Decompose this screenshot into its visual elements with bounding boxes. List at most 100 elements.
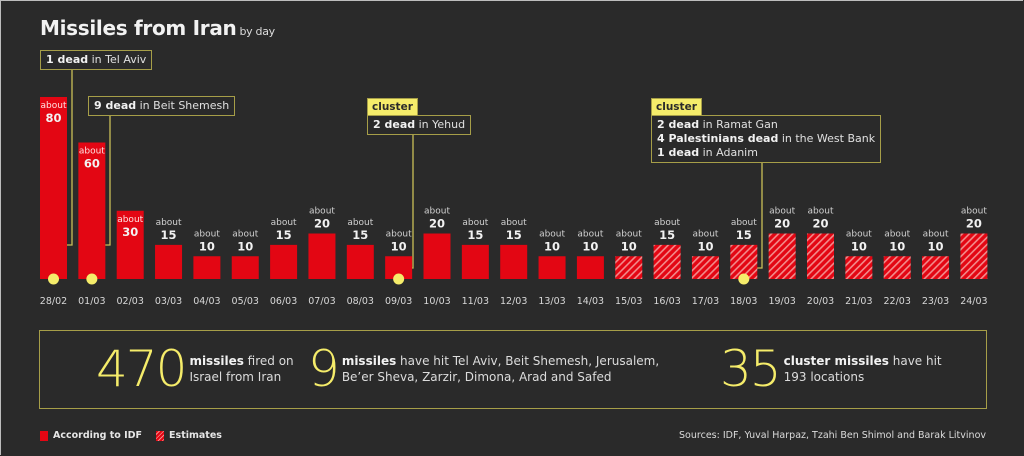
value-label: 10	[928, 239, 944, 253]
annotation-line: 1 dead in Adanim	[657, 146, 875, 160]
stat-cluster: 35 cluster missiles have hit 193 location…	[720, 341, 942, 397]
chart-title: Missiles from Iran by day	[40, 16, 275, 40]
legend-swatch-idf	[40, 430, 48, 441]
annotation-bold: 1 dead	[46, 53, 89, 66]
legend: According to IDF Estimates	[40, 430, 222, 441]
stat-rest: have hit Tel Aviv, Beit Shemesh, Jerusal…	[396, 354, 660, 368]
x-tick-label: 02/03	[117, 296, 144, 307]
x-tick-label: 01/03	[78, 296, 105, 307]
value-label: 15	[506, 228, 522, 242]
value-label: 10	[697, 239, 713, 253]
bar-23-03	[922, 256, 950, 279]
x-tick-label: 07/03	[308, 296, 335, 307]
legend-swatch-estimates	[156, 430, 165, 441]
bar-09-03	[385, 256, 413, 279]
stat-rest: fired on	[243, 354, 294, 368]
stat-number: 470	[96, 340, 187, 398]
value-label: 20	[774, 217, 790, 231]
value-label: 80	[45, 111, 61, 125]
stat-number: 9	[308, 340, 340, 398]
bar-08-03	[346, 244, 374, 279]
x-tick-label: 24/03	[960, 296, 987, 307]
annotation-beit-shemesh: 9 dead in Beit Shemesh	[88, 96, 236, 116]
stat-line2: 193 locations	[783, 370, 865, 384]
annotation-bold: 4 Palestinians dead	[657, 132, 779, 145]
annotation-bold: 2 dead	[373, 118, 416, 131]
bar-20-03	[807, 233, 834, 279]
x-tick-label: 23/03	[922, 296, 949, 307]
stat-number: 35	[720, 340, 782, 398]
bar-04-03	[193, 256, 221, 279]
stat-text: cluster missiles have hit 193 locations	[784, 353, 942, 385]
value-label: 10	[621, 239, 637, 253]
value-label: 15	[659, 228, 675, 242]
stat-rest: have hit	[888, 354, 942, 368]
bar-05-03	[231, 256, 259, 279]
value-label-prefix: about	[41, 101, 67, 111]
stat-bold: missiles	[189, 354, 244, 368]
annotation-dot	[48, 273, 59, 285]
x-tick-label: 19/03	[768, 296, 795, 307]
x-tick-label: 14/03	[577, 296, 604, 307]
x-tick-label: 21/03	[845, 296, 872, 307]
x-tick-label: 22/03	[884, 296, 911, 307]
stat-text: missiles have hit Tel Aviv, Beit Shemesh…	[342, 353, 659, 385]
stat-hits: 9 missiles have hit Tel Aviv, Beit Sheme…	[308, 341, 659, 397]
x-tick-label: 18/03	[730, 296, 757, 307]
bar-19-03	[768, 233, 796, 279]
bar-12-03	[500, 244, 528, 279]
value-label: 20	[966, 217, 982, 231]
value-label: 10	[237, 239, 253, 253]
value-label: 20	[429, 217, 445, 231]
bar-16-03	[653, 244, 681, 279]
value-label: 15	[276, 228, 292, 242]
title-text: Missiles from Iran	[40, 16, 237, 40]
value-label-prefix: about	[654, 218, 680, 228]
bar-07-03	[308, 233, 336, 279]
sources-note: Sources: IDF, Yuval Harpaz, Tzahi Ben Sh…	[679, 430, 986, 441]
bar-21-03	[845, 256, 873, 279]
bar-24-03	[960, 233, 988, 279]
value-label-prefix: about	[386, 229, 412, 239]
bar-06-03	[270, 244, 298, 279]
value-label: 60	[84, 157, 100, 171]
value-label: 10	[582, 239, 598, 253]
value-label: 10	[889, 239, 905, 253]
value-label-prefix: about	[577, 229, 603, 239]
value-label: 15	[467, 228, 483, 242]
annotation-rest: in the West Bank	[778, 132, 876, 145]
bar-14-03	[576, 256, 604, 279]
x-tick-label: 16/03	[653, 296, 680, 307]
stat-bold: cluster missiles	[783, 354, 889, 368]
x-tick-label: 17/03	[692, 296, 719, 307]
value-label: 30	[122, 225, 138, 239]
x-tick-label: 20/03	[807, 296, 834, 307]
value-label: 15	[736, 228, 752, 242]
bar-chart: about8028/02about6001/03about3002/03abou…	[40, 70, 988, 307]
x-tick-label: 09/03	[385, 296, 412, 307]
value-label-prefix: about	[309, 207, 335, 217]
value-label-prefix: about	[539, 229, 565, 239]
value-label-prefix: about	[731, 218, 757, 228]
bar-01-03	[78, 142, 106, 279]
bar-11-03	[461, 244, 489, 279]
value-label: 10	[391, 239, 407, 253]
bar-17-03	[691, 256, 719, 279]
annotation-line: 2 dead in Ramat Gan	[657, 118, 875, 132]
value-label: 20	[812, 217, 828, 231]
value-label-prefix: about	[846, 229, 872, 239]
annotation-rest: in Tel Aviv	[88, 53, 147, 66]
value-label: 10	[199, 239, 215, 253]
x-tick-label: 12/03	[500, 296, 527, 307]
annotation-ramat-gan: 2 dead in Ramat Gan 4 Palestinians dead …	[651, 115, 882, 163]
value-label: 15	[161, 228, 177, 242]
value-label-prefix: about	[462, 218, 488, 228]
annotation-rest: in Adanim	[699, 146, 758, 159]
annotation-rest: in Yehud	[415, 118, 466, 131]
annotation-tel-aviv: 1 dead in Tel Aviv	[40, 50, 153, 70]
value-label-prefix: about	[79, 147, 105, 157]
legend-label-estimates: Estimates	[169, 430, 222, 441]
value-label-prefix: about	[808, 207, 834, 217]
stat-bold: missiles	[341, 354, 397, 368]
